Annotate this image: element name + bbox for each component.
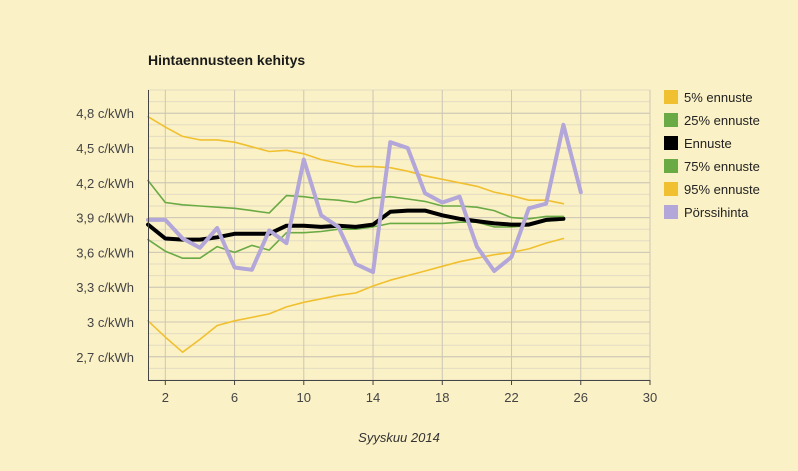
legend-swatch-75-ennuste <box>664 159 678 173</box>
y-tick-label: 2,7 c/kWh <box>76 350 134 365</box>
x-tick-label: 18 <box>435 390 449 405</box>
legend-swatch-25-ennuste <box>664 113 678 127</box>
y-tick-label: 4,5 c/kWh <box>76 141 134 156</box>
y-tick-label: 4,8 c/kWh <box>76 106 134 121</box>
x-tick-label: 10 <box>297 390 311 405</box>
legend-label-95-ennuste: 95% ennuste <box>684 182 760 197</box>
tick-labels: 2,7 c/kWh 3 c/kWh 3,3 c/kWh 3,6 c/kWh 3,9 c/… <box>76 106 657 405</box>
axes <box>148 90 650 381</box>
legend-label-75-ennuste: 75% ennuste <box>684 159 760 174</box>
legend-swatch-ennuste <box>664 136 678 150</box>
chart-title: Hintaennusteen kehitys <box>148 52 305 68</box>
x-tick-label: 6 <box>231 390 238 405</box>
series-line-p-rssihinta <box>146 122 583 275</box>
series-line-95-ennuste <box>147 115 565 205</box>
y-tick-label: 3,6 c/kWh <box>76 245 134 260</box>
legend-label-25-ennuste: 25% ennuste <box>684 113 760 128</box>
x-tick-label: 30 <box>643 390 657 405</box>
y-tick-label: 3,9 c/kWh <box>76 211 134 226</box>
legend-swatch-p-rssihinta <box>664 205 678 219</box>
y-tick-label: 3 c/kWh <box>87 315 134 330</box>
legend-swatch-95-ennuste <box>664 182 678 196</box>
series-line-ennuste <box>146 208 566 242</box>
series-line-5-ennuste <box>147 237 565 353</box>
x-axis-label: Syyskuu 2014 <box>358 430 440 445</box>
series-lines <box>146 115 583 353</box>
legend-label-ennuste: Ennuste <box>684 136 732 151</box>
y-tick-label: 3,3 c/kWh <box>76 280 134 295</box>
legend-swatch-5-ennuste <box>664 90 678 104</box>
legend: 5% ennuste 25% ennuste Ennuste 75% ennuste 9… <box>664 90 760 220</box>
x-tick-label: 2 <box>162 390 169 405</box>
x-tick-label: 14 <box>366 390 380 405</box>
x-tick-label: 26 <box>574 390 588 405</box>
x-tick-label: 22 <box>504 390 518 405</box>
legend-label-p-rssihinta: Pörssihinta <box>684 205 749 220</box>
y-tick-label: 4,2 c/kWh <box>76 176 134 191</box>
series-line-25-ennuste <box>147 219 565 259</box>
legend-label-5-ennuste: 5% ennuste <box>684 90 753 105</box>
series-line-75-ennuste <box>147 179 565 220</box>
